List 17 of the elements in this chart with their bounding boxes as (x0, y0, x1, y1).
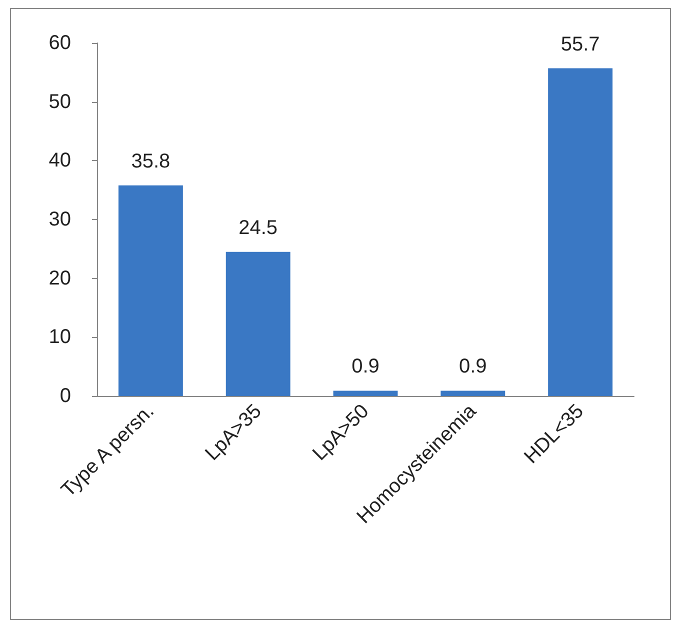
y-tick-label: 10 (48, 326, 71, 348)
bar (226, 252, 290, 396)
data-label: 35.8 (131, 150, 170, 172)
y-tick-label: 30 (48, 208, 71, 230)
bar (118, 185, 183, 396)
y-tick-label: 60 (48, 32, 71, 54)
y-tick-label: 0 (60, 385, 71, 407)
y-tick-label: 50 (48, 90, 71, 113)
data-label: 55.7 (560, 33, 600, 56)
y-tick-label: 40 (48, 150, 71, 172)
bar (440, 390, 506, 396)
y-tick-label: 20 (48, 267, 71, 290)
data-label: 0.9 (352, 356, 380, 378)
bar (548, 68, 613, 396)
data-label: 24.5 (238, 216, 278, 239)
bar (333, 390, 398, 396)
data-label: 0.9 (458, 356, 487, 378)
